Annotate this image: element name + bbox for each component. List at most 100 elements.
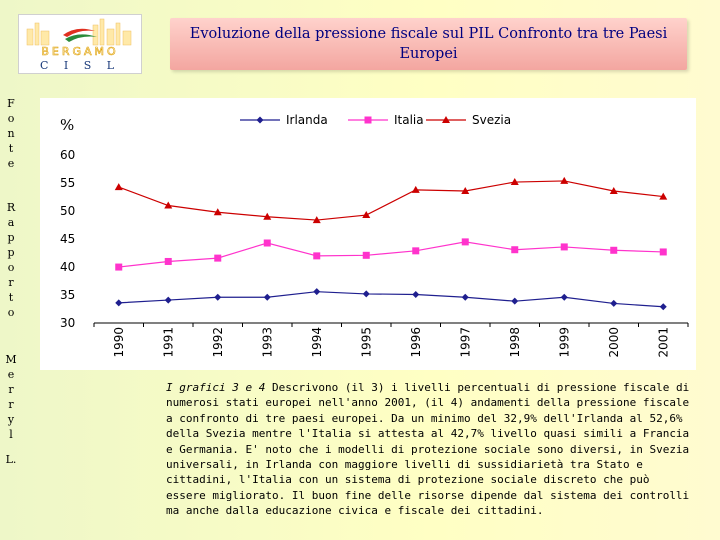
data-point-italia xyxy=(610,246,618,254)
data-point-svezia xyxy=(164,201,173,209)
data-point-svezia xyxy=(411,185,420,193)
merryl-letter: M xyxy=(5,353,17,366)
data-point-irlanda xyxy=(164,296,172,304)
data-point-italia xyxy=(364,116,372,124)
data-point-italia xyxy=(214,254,222,262)
data-point-italia xyxy=(461,238,469,246)
x-tick-label: 1998 xyxy=(508,327,522,358)
merryl-letter: e xyxy=(7,368,15,381)
x-tick-label: 1991 xyxy=(161,327,175,358)
data-point-svezia xyxy=(609,186,618,194)
data-point-italia xyxy=(560,243,568,251)
rapporto-letter: a xyxy=(7,216,15,229)
rapporto-letter: r xyxy=(8,276,14,289)
fonte-letter: e xyxy=(7,157,15,170)
x-tick-label: 1990 xyxy=(112,327,126,358)
data-point-svezia xyxy=(659,192,668,200)
series-line-italia xyxy=(118,241,664,268)
x-tick-label: 2000 xyxy=(607,327,621,358)
data-point-svezia xyxy=(362,211,371,219)
caption-body: Descrivono (il 3) i livelli percentuali … xyxy=(166,381,690,518)
rapporto-letter: o xyxy=(7,261,15,274)
y-tick-label: 45 xyxy=(60,232,75,246)
merryl-letter: r xyxy=(8,383,14,396)
x-tick-label: 1994 xyxy=(310,327,324,358)
caption-lead: I grafici 3 e 4 xyxy=(166,381,266,394)
data-point-irlanda xyxy=(256,116,264,124)
data-point-irlanda xyxy=(659,303,667,311)
rapporto-letter: p xyxy=(7,246,15,259)
title-banner: Evoluzione della pressione fiscale sul P… xyxy=(170,18,687,70)
y-tick-label: 40 xyxy=(60,260,75,274)
merryl-letter: l xyxy=(9,428,13,441)
bergamo-cisl-logo: BERGAMO C I S L xyxy=(18,14,142,74)
logo-text-bergamo: BERGAMO xyxy=(41,45,118,58)
rapporto-letter: p xyxy=(7,231,15,244)
data-point-svezia xyxy=(461,186,470,194)
y-tick-label: 55 xyxy=(60,176,75,190)
data-point-italia xyxy=(412,247,420,255)
suffix-text: L. xyxy=(5,453,17,466)
skyline-icon xyxy=(26,18,132,46)
data-point-svezia xyxy=(213,208,222,216)
data-point-svezia xyxy=(114,183,123,191)
data-point-irlanda xyxy=(610,299,618,307)
rapporto-letter: R xyxy=(6,201,16,214)
data-point-italia xyxy=(362,251,370,259)
flag-green-icon xyxy=(65,34,97,42)
data-point-irlanda xyxy=(511,297,519,305)
y-tick-label: 50 xyxy=(60,204,75,218)
data-point-irlanda xyxy=(461,293,469,301)
logo-graphic: BERGAMO C I S L xyxy=(19,15,141,73)
data-point-irlanda xyxy=(362,290,370,298)
x-tick-label: 1992 xyxy=(211,327,225,358)
merryl-letter: y xyxy=(7,413,15,426)
legend-label-irlanda: Irlanda xyxy=(286,113,328,127)
y-tick-label: 35 xyxy=(60,288,75,302)
line-chart: % 30 35 40 45 50 55 60 1990 1991 1992 1993 1994 1995 1… xyxy=(40,98,696,370)
data-point-italia xyxy=(313,252,321,260)
logo-text-cisl: C I S L xyxy=(40,59,120,72)
chart-svg: % 30 35 40 45 50 55 60 1990 1991 1992 1993 1994 1995 1… xyxy=(60,113,689,358)
legend-label-italia: Italia xyxy=(394,113,424,127)
rapporto-letter: o xyxy=(7,306,15,319)
y-axis-label: % xyxy=(60,116,74,134)
fonte-letter: o xyxy=(7,112,15,125)
fonte-letter: F xyxy=(7,97,15,110)
data-point-svezia xyxy=(560,176,569,184)
flag-red-icon xyxy=(63,28,95,37)
data-point-irlanda xyxy=(115,299,123,307)
x-tick-label: 1999 xyxy=(557,327,571,358)
x-tick-label: 1993 xyxy=(260,327,274,358)
data-point-irlanda xyxy=(214,293,222,301)
x-tick-label: 2001 xyxy=(656,327,670,358)
data-point-svezia xyxy=(510,178,519,186)
data-point-italia xyxy=(511,246,519,254)
caption-text: I grafici 3 e 4 Descrivono (il 3) i live… xyxy=(166,380,692,519)
data-point-irlanda xyxy=(412,290,420,298)
legend-label-svezia: Svezia xyxy=(472,113,511,127)
x-tick-label: 1996 xyxy=(409,327,423,358)
data-point-irlanda xyxy=(560,293,568,301)
data-point-irlanda xyxy=(263,293,271,301)
source-label-suffix: L. xyxy=(4,452,18,467)
rapporto-letter: t xyxy=(8,291,14,304)
data-point-italia xyxy=(659,248,667,256)
series-line-svezia xyxy=(118,180,664,221)
data-point-svezia xyxy=(263,212,272,220)
data-point-svezia xyxy=(442,116,450,123)
data-point-svezia xyxy=(312,216,321,224)
x-tick-label: 1997 xyxy=(458,327,472,358)
data-point-irlanda xyxy=(313,288,321,296)
fonte-letter: n xyxy=(7,127,15,140)
x-tick-label: 1995 xyxy=(359,327,373,358)
fonte-letter: t xyxy=(8,142,14,155)
merryl-letter: r xyxy=(8,398,14,411)
page-title: Evoluzione della pressione fiscale sul P… xyxy=(189,26,668,62)
y-tick-label: 30 xyxy=(60,316,75,330)
data-point-italia xyxy=(263,239,271,247)
y-tick-label: 60 xyxy=(60,148,75,162)
